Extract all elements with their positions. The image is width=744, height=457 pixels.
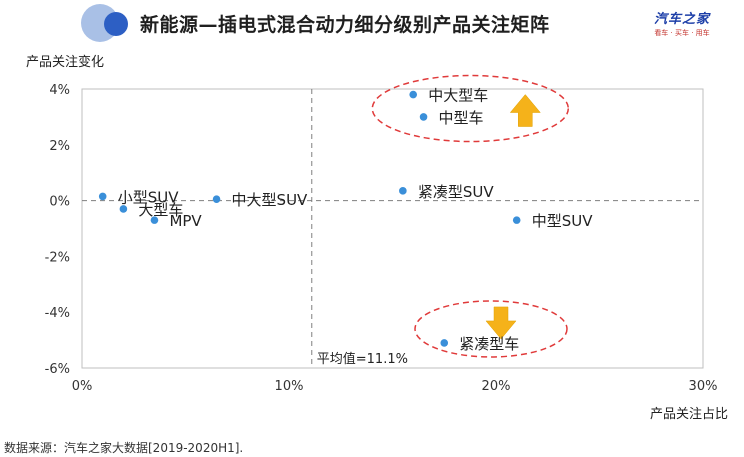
- y-tick-label: -4%: [45, 306, 70, 321]
- x-tick-label: 20%: [482, 379, 511, 394]
- brand-name: 汽车之家: [653, 12, 710, 27]
- y-tick-label: -6%: [45, 362, 70, 377]
- data-point: [440, 339, 449, 347]
- y-tick-label: 4%: [49, 83, 70, 98]
- arrow-down-icon: [485, 306, 517, 340]
- highlight-layer: [371, 74, 570, 358]
- data-point: [409, 90, 418, 99]
- chart-title: 新能源—插电式混合动力细分级别产品关注矩阵: [140, 14, 550, 36]
- data-point-label: 中大型SUV: [232, 191, 309, 209]
- data-point-label: MPV: [169, 212, 202, 230]
- brand-logo: 汽车之家 看车 · 买车 · 用车: [642, 8, 722, 44]
- data-point-label: 大型车: [138, 201, 183, 219]
- data-point-label: 中大型车: [428, 87, 488, 105]
- data-point-label: 小型SUV: [118, 188, 180, 206]
- data-point: [98, 192, 107, 201]
- data-point: [150, 216, 159, 224]
- data-point-label: 中型车: [439, 109, 484, 127]
- highlight-ellipse-decline: [414, 300, 568, 358]
- y-tick-label: 0%: [49, 195, 70, 210]
- ticks-layer: 4%2%0%-2%-4%-6%0% 10% 20% 30%: [45, 83, 718, 394]
- data-point-label: 中型SUV: [532, 212, 594, 230]
- y-axis-title: 产品关注变化: [26, 54, 104, 70]
- average-label: 平均值=11.1%: [317, 351, 408, 367]
- average-line: 平均值=11.1%: [311, 89, 408, 368]
- x-tick-label: 10%: [275, 379, 304, 394]
- data-point: [512, 216, 521, 224]
- plot-border: [81, 88, 704, 369]
- data-point: [419, 113, 428, 121]
- plot-frame: [81, 88, 704, 369]
- x-tick-label: 30%: [689, 379, 718, 394]
- data-point-label: 紧凑型SUV: [418, 183, 495, 201]
- header: 新能源—插电式混合动力细分级别产品关注矩阵 汽车之家 看车 · 买车 · 用车: [0, 0, 744, 48]
- y-tick-label: 2%: [49, 139, 70, 154]
- y-tick-label: -2%: [45, 250, 70, 265]
- data-point-label: 紧凑型车: [459, 335, 519, 353]
- highlight-ellipse-growth: [371, 74, 570, 143]
- source-note: 数据来源：汽车之家大数据[2019-2020H1].: [4, 441, 244, 455]
- x-tick-label: 0%: [72, 379, 93, 394]
- brand-tagline: 看车 · 买车 · 用车: [654, 29, 710, 37]
- arrow-up-icon: [509, 94, 541, 127]
- data-point: [399, 187, 407, 195]
- data-point: [119, 205, 128, 213]
- data-point: [212, 195, 221, 204]
- x-axis-title: 产品关注占比: [650, 407, 728, 422]
- logo-circle-small: [104, 12, 128, 36]
